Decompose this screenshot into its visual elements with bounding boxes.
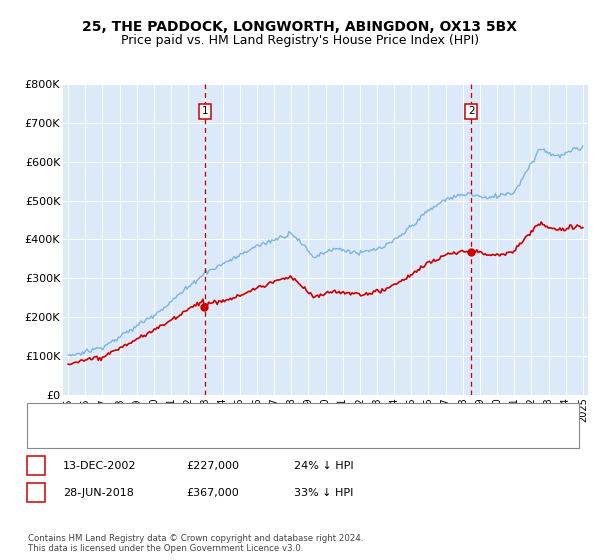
- Text: 1: 1: [202, 106, 208, 116]
- Text: HPI: Average price, detached house, Vale of White Horse: HPI: Average price, detached house, Vale…: [72, 431, 368, 441]
- Text: 2: 2: [468, 106, 475, 116]
- Text: 2: 2: [32, 488, 40, 498]
- Text: 25, THE PADDOCK, LONGWORTH, ABINGDON, OX13 5BX (detached house): 25, THE PADDOCK, LONGWORTH, ABINGDON, OX…: [72, 410, 459, 421]
- Text: 24% ↓ HPI: 24% ↓ HPI: [294, 461, 353, 471]
- Text: 13-DEC-2002: 13-DEC-2002: [63, 461, 137, 471]
- Text: 28-JUN-2018: 28-JUN-2018: [63, 488, 134, 498]
- Text: £367,000: £367,000: [186, 488, 239, 498]
- Text: 25, THE PADDOCK, LONGWORTH, ABINGDON, OX13 5BX: 25, THE PADDOCK, LONGWORTH, ABINGDON, OX…: [83, 20, 517, 34]
- Text: £227,000: £227,000: [186, 461, 239, 471]
- Text: 1: 1: [32, 461, 40, 471]
- Text: Price paid vs. HM Land Registry's House Price Index (HPI): Price paid vs. HM Land Registry's House …: [121, 34, 479, 46]
- Text: Contains HM Land Registry data © Crown copyright and database right 2024.
This d: Contains HM Land Registry data © Crown c…: [28, 534, 364, 553]
- Text: 33% ↓ HPI: 33% ↓ HPI: [294, 488, 353, 498]
